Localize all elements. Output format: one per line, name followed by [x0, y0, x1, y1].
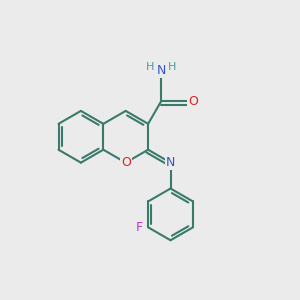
Text: O: O — [188, 95, 198, 108]
Text: N: N — [166, 156, 175, 169]
Text: H: H — [146, 62, 154, 72]
Text: N: N — [156, 64, 166, 77]
Text: H: H — [168, 62, 176, 72]
Text: F: F — [136, 221, 143, 234]
Text: O: O — [121, 156, 131, 169]
